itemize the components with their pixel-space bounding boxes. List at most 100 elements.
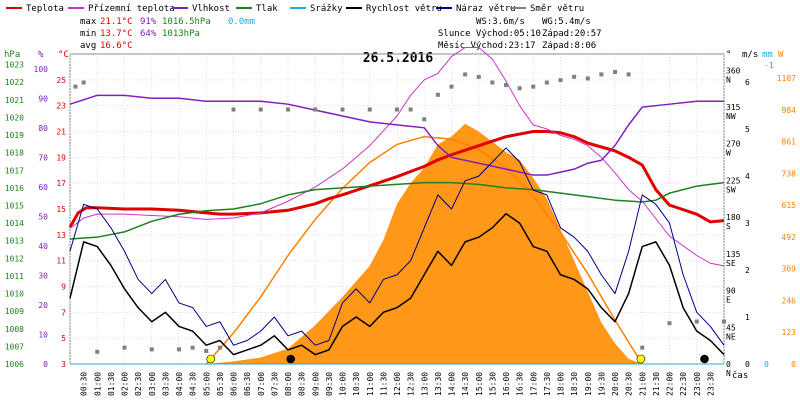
x-tick-label: 17:00 [529,372,538,396]
x-tick-label: 21:00 [638,372,647,396]
axis-tick-label: E [726,296,731,305]
axis-tick-label: 246 [782,296,797,305]
axis-tick-label: 5 [745,125,750,134]
axis-tick-label: 0 [43,360,48,369]
stats-min-hum: 64% [140,29,157,39]
axis-tick-label: N [726,369,731,378]
axis-tick-label: 984 [782,106,797,115]
wind-direction-point [286,107,290,112]
legend-label: Přízemní teplota [88,4,175,14]
solar-area [206,123,643,364]
axis-tick-label: 225 [726,176,741,185]
x-tick-label: 18:30 [570,372,579,396]
axis-tick-label: NE [726,332,736,341]
stats-panel: max 21.1°C 91% 1016.5hPa 0.0mm min 13.7°… [80,17,255,51]
x-tick-label: 20:00 [611,372,620,396]
axis-tick-label: 0 [764,360,769,369]
axis-tick-label: W [726,149,731,158]
axis-tick-label: 25 [56,76,66,85]
axis-tick-label: 1018 [5,149,24,158]
x-tick-label: 11:30 [379,372,388,396]
wind-direction-point [95,349,100,354]
series-line [69,94,724,176]
axis-tick-label: 1019 [5,131,24,140]
axis-tick-label: 615 [782,201,797,210]
stats-min-temp: 13.7°C [100,29,133,39]
axis-tick-label: 2 [745,266,750,275]
x-tick-label: 13:00 [420,372,429,396]
stats-max-press: 1016.5hPa [162,17,211,27]
series-line [69,47,725,267]
axis-titles: hPa % °C ° m/s mm W čas [4,50,784,381]
x-tick-label: 05:00 [202,372,211,396]
w-axis-title: W [778,50,784,60]
x-tick-label: 12:00 [393,372,402,396]
axis-tick-label: 180 [726,213,741,222]
x-tick-label: 18:00 [557,372,566,396]
wind-direction-point [558,78,563,83]
axis-tick-label: -1 [764,61,774,70]
wind-direction-point [340,107,345,112]
x-tick-label: 08:30 [298,372,307,396]
axis-tick-label: 21 [56,128,66,137]
legend-label: Srážky [310,4,343,14]
stats-max-label: max [80,17,97,27]
wind-direction-point [640,345,645,350]
series-line [68,130,725,228]
x-tick-label: 14:00 [448,372,457,396]
x-tick-label: 23:30 [706,372,715,396]
axis-tick-label: 1011 [5,272,24,281]
wind-direction-point [599,72,604,77]
x-tick-label: 23:00 [693,372,702,396]
moonrise-marker [700,354,709,364]
axis-tick-label: 100 [34,65,49,74]
wind-direction-point [367,107,372,112]
axis-tick-label: 1010 [5,290,24,299]
wind-direction-point [517,86,522,91]
axis-tick-label: 50 [38,212,48,221]
wind-direction-point [531,84,536,89]
x-tick-label: 01:30 [107,372,116,396]
wind-direction-point [217,345,222,350]
axis-tick-label: 1015 [5,201,24,210]
wind-direction-point [544,80,549,85]
x-tick-label: 11:00 [366,372,375,396]
hpa-axis-title: hPa [4,50,20,60]
x-tick-label: 15:30 [488,372,497,396]
series-line [69,147,725,346]
axis-tick-label: 60 [38,183,48,192]
series-layer [68,47,726,365]
astro-info-panel: WS:3.6m/s WG:5.4m/s Slunce Východ:05:10 … [438,17,602,51]
axis-tick-label: 30 [38,271,48,280]
wind-direction-point [122,345,127,350]
axis-tick-label: 738 [782,169,797,178]
axis-tick-label: 360 [726,66,741,75]
axis-tick-label: N [726,75,731,84]
axis-tick-label: 1013 [5,237,24,246]
legend-label: Tlak [256,4,278,14]
axis-tick-label: 0 [791,360,796,369]
stats-avg-label: avg [80,41,96,51]
axis-tick-label: 1 [745,313,750,322]
info-wind-speed: WS:3.6m/s [476,17,525,27]
x-tick-label: 05:30 [216,372,225,396]
x-tick-label: 14:30 [461,372,470,396]
axis-tick-label: 4 [745,172,750,181]
axis-tick-label: 10 [38,330,48,339]
axis-tick-label: 13 [56,231,66,240]
wind-direction-point [73,84,78,89]
axis-tick-label: 9 [61,283,66,292]
axis-tick-label: 270 [726,140,741,149]
axis-tick-label: 492 [782,233,797,242]
deg-axis-title: ° [726,50,731,60]
axis-tick-label: 1023 [5,61,24,70]
x-tick-label: 01:00 [93,372,102,396]
wind-direction-point [435,92,440,97]
wind-direction-point [204,348,209,353]
axis-tick-label: 80 [38,124,48,133]
series-line [69,181,725,240]
x-tick-label: 20:30 [625,372,634,396]
axis-tick-label: 6 [745,78,750,87]
x-axis-title: čas [732,370,748,381]
solar-layer [205,123,643,365]
